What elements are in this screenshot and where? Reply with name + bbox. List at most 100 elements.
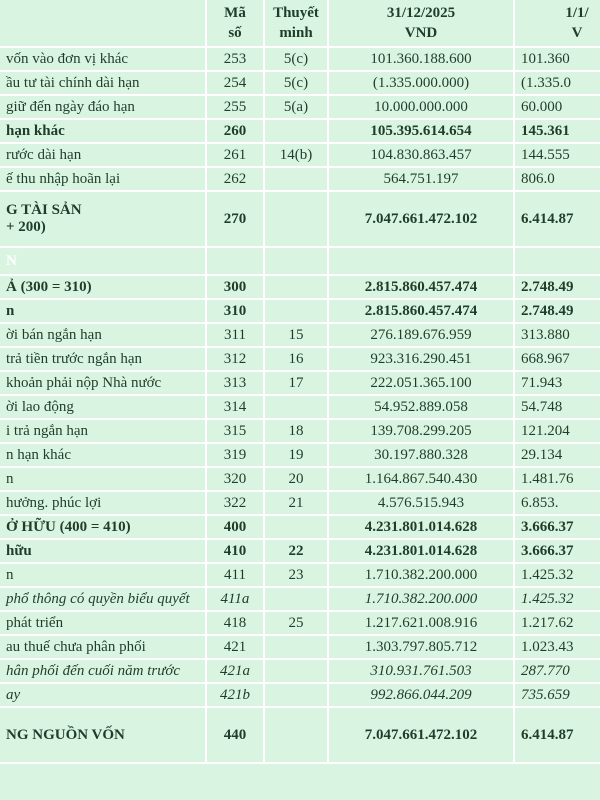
row-name: hạn khác [0, 119, 207, 144]
row-value-prior: 1.481.76 [514, 467, 600, 492]
row-value-current: 104.830.863.457 [328, 143, 515, 168]
row-name: Ở HỮU (400 = 410) [0, 515, 207, 540]
table-row: ay 421b 992.866.044.209 735.659 [0, 683, 600, 708]
row-note: 5(a) [264, 95, 329, 120]
row-value-current: 10.000.000.000 [328, 95, 515, 120]
row-code: 262 [206, 167, 265, 192]
row-value-prior: 806.0 [514, 167, 600, 192]
row-note [264, 659, 329, 684]
row-code [206, 247, 265, 276]
row-value-prior: 1.425.32 [514, 563, 600, 588]
row-code: 400 [206, 515, 265, 540]
row-code: 315 [206, 419, 265, 444]
header-item-cell [0, 0, 207, 48]
row-name: rước dài hạn [0, 143, 207, 168]
row-name: ời lao động [0, 395, 207, 420]
table-row: n hạn khác 319 19 30.197.880.328 29.134 [0, 443, 600, 468]
row-note: 19 [264, 443, 329, 468]
table-row: hưởng. phúc lợi 322 21 4.576.515.943 6.853. [0, 491, 600, 516]
table-row: rước dài hạn 261 14(b) 104.830.863.457 144.5… [0, 143, 600, 168]
row-name-cell: NG NGUỒN VỐN [0, 707, 207, 764]
row-value-current: 1.710.382.200.000 [328, 563, 515, 588]
row-value-current: 139.708.299.205 [328, 419, 515, 444]
header-note-cell: Thuyết minh [264, 0, 329, 48]
row-value-current: 7.047.661.472.102 [328, 707, 515, 764]
row-note: 5(c) [264, 71, 329, 96]
row-note: 5(c) [264, 47, 329, 72]
row-value-current: 992.866.044.209 [328, 683, 515, 708]
row-code: 319 [206, 443, 265, 468]
row-value-prior: 287.770 [514, 659, 600, 684]
row-code: 421b [206, 683, 265, 708]
row-note [264, 683, 329, 708]
row-name: au thuế chưa phân phối [0, 635, 207, 660]
header-col1-line2: VND [404, 25, 438, 41]
table-row: hữu 410 22 4.231.801.014.628 3.666.37 [0, 539, 600, 564]
row-name: khoản phải nộp Nhà nước [0, 371, 207, 396]
balance-sheet-table: Mã số Thuyết minh 31/12/2025 VND 1/1/ V … [0, 0, 600, 764]
row-value-prior: 29.134 [514, 443, 600, 468]
row-value-prior: 101.360 [514, 47, 600, 72]
row-value-prior: 60.000 [514, 95, 600, 120]
row-name: giữ đến ngày đáo hạn [0, 95, 207, 120]
row-name-line2: + 200) [6, 219, 46, 235]
row-note: 23 [264, 563, 329, 588]
row-code: 255 [206, 95, 265, 120]
row-value-current: 101.360.188.600 [328, 47, 515, 72]
row-note [264, 119, 329, 144]
row-code: 421 [206, 635, 265, 660]
row-value-current: 54.952.889.058 [328, 395, 515, 420]
row-note [264, 191, 329, 248]
row-value-current: 4.576.515.943 [328, 491, 515, 516]
row-value-prior: 3.666.37 [514, 515, 600, 540]
row-note [264, 275, 329, 300]
table-row: giữ đến ngày đáo hạn 255 5(a) 10.000.000.00… [0, 95, 600, 120]
row-name: ay [0, 683, 207, 708]
row-name: NG NGUỒN VỐN [6, 726, 125, 743]
header-code-line2: số [228, 25, 242, 41]
table-row: n 310 2.815.860.457.474 2.748.49 [0, 299, 600, 324]
row-note: 14(b) [264, 143, 329, 168]
row-name: G TÀI SẢN [6, 202, 82, 218]
row-code: 310 [206, 299, 265, 324]
table-row: phổ thông có quyền biểu quyết 411a 1.710.3… [0, 587, 600, 612]
header-code-cell: Mã số [206, 0, 265, 48]
row-note: 22 [264, 539, 329, 564]
table-row: hân phối đến cuối năm trước 421a 310.931.7… [0, 659, 600, 684]
table-row: ầu tư tài chính dài hạn 254 5(c) (1.335.000… [0, 71, 600, 96]
row-name: hân phối đến cuối năm trước [0, 659, 207, 684]
row-name: i trả ngắn hạn [0, 419, 207, 444]
header-note-line2: minh [279, 25, 313, 41]
row-value-prior: (1.335.0 [514, 71, 600, 96]
table-row: G TÀI SẢN + 200) 270 7.047.661.472.102 6.414… [0, 191, 600, 248]
row-value-current: 276.189.676.959 [328, 323, 515, 348]
row-value-current: 564.751.197 [328, 167, 515, 192]
row-value-current: 7.047.661.472.102 [328, 191, 515, 248]
table-row: Ả (300 = 310) 300 2.815.860.457.474 2.748.4… [0, 275, 600, 300]
row-note [264, 167, 329, 192]
row-name: n [0, 467, 207, 492]
row-name: ời bán ngắn hạn [0, 323, 207, 348]
table-row: trả tiền trước ngắn hạn 312 16 923.316.290.… [0, 347, 600, 372]
row-value-current [328, 247, 515, 276]
table-row: NG NGUỒN VỐN 440 7.047.661.472.102 6.414.87 [0, 707, 600, 764]
table-row: au thuế chưa phân phối 421 1.303.797.805.7… [0, 635, 600, 660]
row-value-current: 105.395.614.654 [328, 119, 515, 144]
row-note [264, 515, 329, 540]
header-col2-line2: V [571, 25, 583, 41]
row-name: phát triển [0, 611, 207, 636]
row-name: hưởng. phúc lợi [0, 491, 207, 516]
row-name: n [0, 563, 207, 588]
row-value-current: 1.217.621.008.916 [328, 611, 515, 636]
row-value-prior: 145.361 [514, 119, 600, 144]
header-col1-cell: 31/12/2025 VND [328, 0, 515, 48]
row-code: 411 [206, 563, 265, 588]
row-value-prior: 735.659 [514, 683, 600, 708]
row-value-prior: 1.217.62 [514, 611, 600, 636]
row-code: 418 [206, 611, 265, 636]
row-value-prior: 121.204 [514, 419, 600, 444]
row-code: 314 [206, 395, 265, 420]
row-name: N [0, 247, 207, 276]
row-value-current: 4.231.801.014.628 [328, 539, 515, 564]
table-row: n 411 23 1.710.382.200.000 1.425.32 [0, 563, 600, 588]
